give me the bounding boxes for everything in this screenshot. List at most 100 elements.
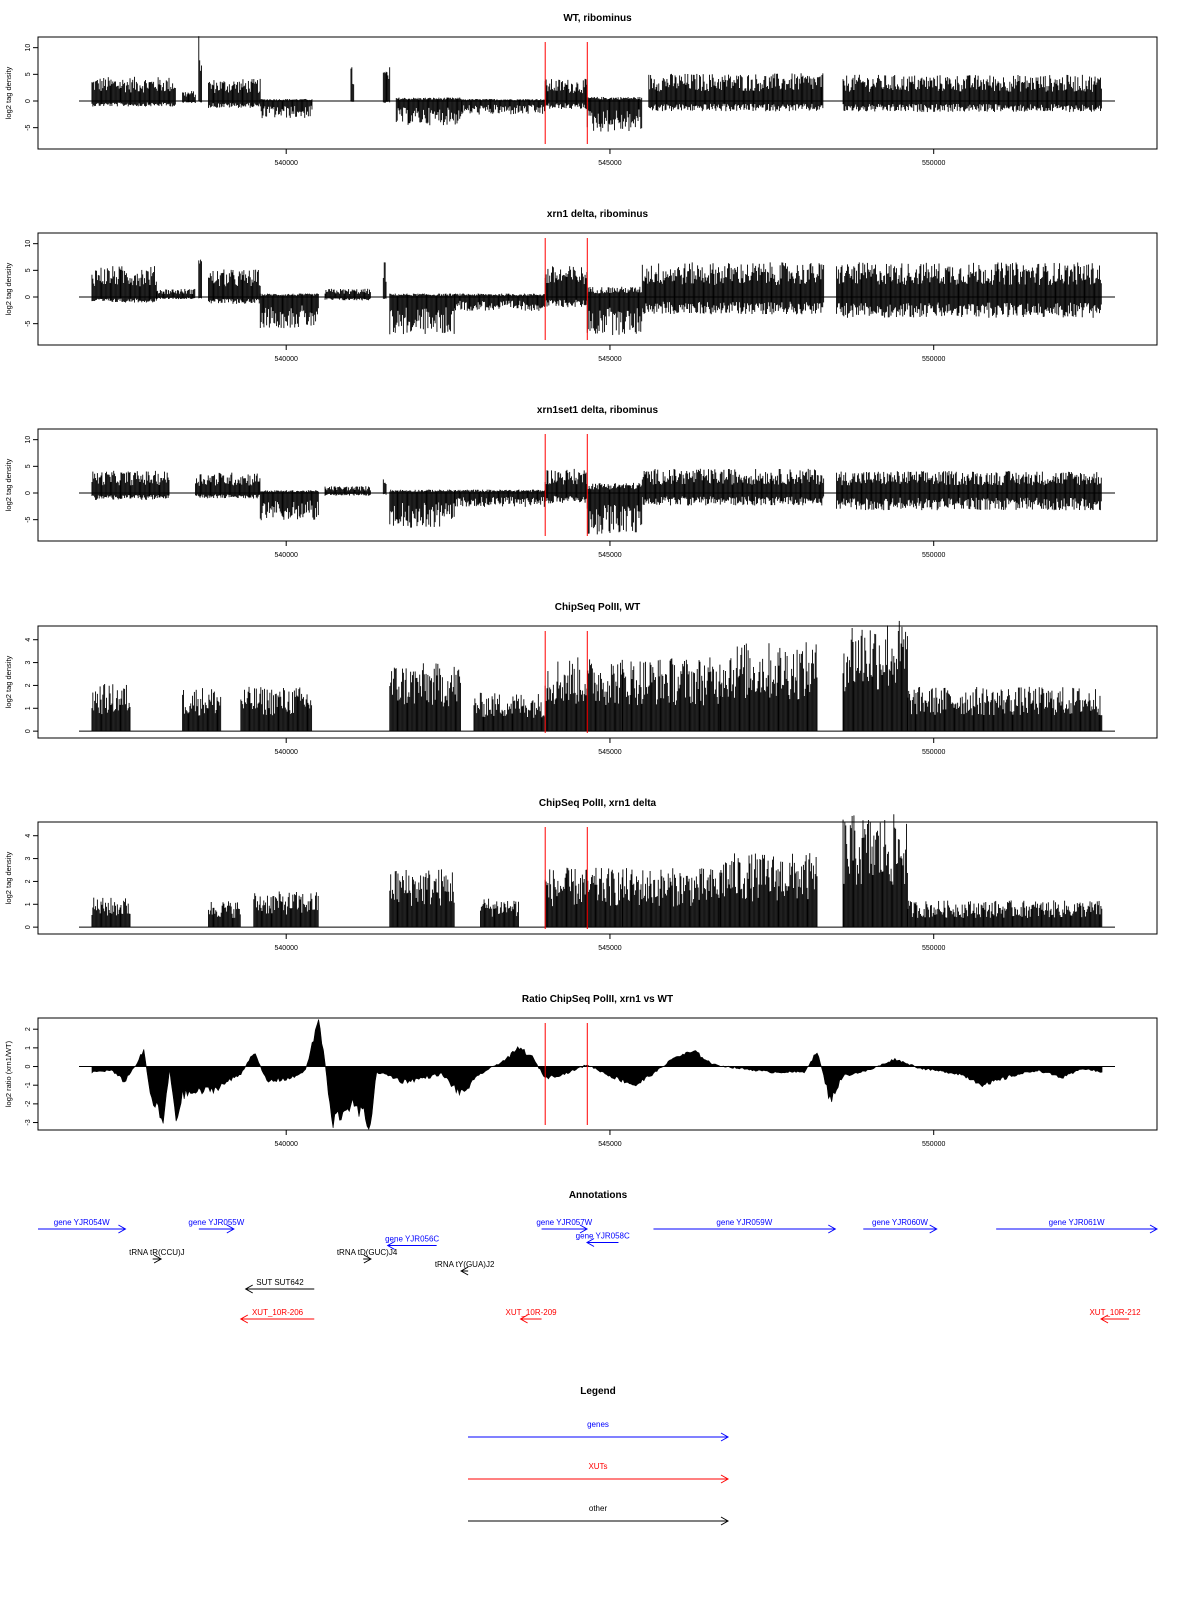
arrow-head-icon bbox=[363, 1254, 372, 1264]
y-tick-label: 0 bbox=[25, 925, 32, 929]
panel-2: xrn1 delta, ribominus log2 tag density -5 0… bbox=[4, 209, 1158, 363]
panel-5: ChipSeq PolII, xrn1 delta log2 tag densit… bbox=[4, 798, 1158, 952]
panel-4: ChipSeq PolII, WT log2 tag density 0 1 2 3 4 54… bbox=[4, 602, 1158, 756]
legend-item: XUTs bbox=[468, 1462, 730, 1484]
feature-gene: gene YJR059W bbox=[653, 1218, 837, 1234]
x-tick-label: 550000 bbox=[922, 160, 945, 167]
plot-frame bbox=[37, 821, 1158, 935]
x-tick-label: 540000 bbox=[275, 1141, 298, 1148]
y-tick-label: 1 bbox=[25, 902, 32, 906]
x-tick-label: 550000 bbox=[922, 552, 945, 559]
y-tick-label: -2 bbox=[25, 1101, 32, 1107]
x-tick-label: 545000 bbox=[598, 749, 621, 756]
feature-xut: XUT_10R-209 bbox=[505, 1308, 557, 1324]
y-tick-label: 0 bbox=[25, 1064, 32, 1068]
feature-label: tRNA tD(GUC)J4 bbox=[337, 1248, 398, 1257]
legend-item: other bbox=[468, 1504, 730, 1526]
arrow-head-icon bbox=[226, 1224, 235, 1234]
panel-1: WT, ribominus log2 tag density -5 0 5 10 54000… bbox=[4, 13, 1158, 167]
arrow-head-icon bbox=[1149, 1224, 1159, 1234]
y-tick-label: 5 bbox=[25, 72, 32, 76]
legend-label: XUTs bbox=[588, 1462, 607, 1471]
feature-gene: gene YJR060W bbox=[863, 1218, 938, 1234]
feature-gene: gene YJR054W bbox=[38, 1218, 127, 1234]
x-tick-label: 550000 bbox=[922, 1141, 945, 1148]
feature-other: tRNA tD(GUC)J4 bbox=[337, 1248, 398, 1264]
y-tick-label: 0 bbox=[25, 729, 32, 733]
panel-title: ChipSeq PolII, xrn1 delta bbox=[539, 798, 657, 809]
data-marks bbox=[79, 36, 1115, 132]
y-axis-label: log2 tag density bbox=[4, 655, 13, 708]
data-marks bbox=[79, 468, 1115, 535]
feature-label: gene YJR057W bbox=[536, 1218, 592, 1227]
plot-frame bbox=[37, 1017, 1158, 1131]
feature-label: gene YJR055W bbox=[188, 1218, 244, 1227]
x-tick-label: 540000 bbox=[275, 749, 298, 756]
panel-6: Ratio ChipSeq PolII, xrn1 vs WT log2 rati… bbox=[4, 994, 1158, 1148]
feature-gene: gene YJR057W bbox=[536, 1218, 593, 1234]
arrow-head-icon bbox=[153, 1254, 163, 1264]
y-axis-label: log2 tag density bbox=[4, 262, 13, 315]
x-tick-label: 550000 bbox=[922, 356, 945, 363]
y-tick-label: 3 bbox=[25, 661, 32, 665]
plot-frame bbox=[37, 625, 1158, 739]
arrow-head-icon bbox=[579, 1224, 589, 1234]
arrow-head-icon bbox=[244, 1284, 253, 1294]
feature-other: tRNA tY(GUA)J2 bbox=[435, 1260, 495, 1276]
feature-label: gene YJR059W bbox=[716, 1218, 772, 1227]
feature-label: gene YJR054W bbox=[54, 1218, 110, 1227]
data-marks bbox=[79, 620, 1115, 732]
y-axis-label: log2 ratio (xrn1/WT) bbox=[4, 1040, 13, 1107]
feature-label: gene YJR056C bbox=[385, 1235, 439, 1244]
feature-gene: gene YJR056C bbox=[385, 1235, 439, 1250]
y-axis-label: log2 tag density bbox=[4, 851, 13, 904]
arrow-head-icon bbox=[519, 1314, 528, 1324]
arrow-head-icon bbox=[720, 1474, 730, 1484]
feature-gene: gene YJR058C bbox=[576, 1232, 630, 1247]
data-marks bbox=[79, 814, 1115, 928]
arrow-head-icon bbox=[720, 1516, 730, 1526]
feature-xut: XUT_10R-212 bbox=[1089, 1308, 1141, 1324]
plot-frame bbox=[37, 428, 1158, 542]
feature-label: gene YJR061W bbox=[1049, 1218, 1105, 1227]
panel-title: Ratio ChipSeq PolII, xrn1 vs WT bbox=[522, 994, 673, 1005]
legend-label: genes bbox=[587, 1420, 609, 1429]
feature-other: SUT SUT642 bbox=[244, 1278, 315, 1294]
y-axis-label: log2 tag density bbox=[4, 458, 13, 511]
y-tick-label: 10 bbox=[25, 44, 32, 52]
arrow-head-icon bbox=[828, 1224, 837, 1234]
y-tick-label: 1 bbox=[25, 1046, 32, 1050]
feature-other: tRNA tR(CCU)J bbox=[129, 1248, 185, 1264]
y-tick-label: -5 bbox=[25, 516, 32, 522]
annotations-track: Annotations gene YJR054W gene YJR055W tRNA … bbox=[38, 1190, 1159, 1324]
feature-gene: gene YJR055W bbox=[188, 1218, 245, 1234]
y-tick-label: 4 bbox=[25, 638, 32, 642]
panel-title: xrn1set1 delta, ribominus bbox=[537, 405, 659, 416]
x-tick-label: 540000 bbox=[275, 945, 298, 952]
y-tick-label: 10 bbox=[25, 436, 32, 444]
arrow-head-icon bbox=[586, 1238, 595, 1247]
y-axis-label: log2 tag density bbox=[4, 66, 13, 119]
arrow-head-icon bbox=[239, 1314, 249, 1324]
x-tick-label: 540000 bbox=[275, 552, 298, 559]
y-tick-label: 2 bbox=[25, 1027, 32, 1031]
arrow-head-icon bbox=[720, 1432, 730, 1442]
legend-label: other bbox=[589, 1504, 608, 1513]
y-tick-label: 0 bbox=[25, 295, 32, 299]
x-tick-label: 545000 bbox=[598, 356, 621, 363]
feature-label: tRNA tR(CCU)J bbox=[129, 1248, 185, 1257]
plot-frame bbox=[37, 232, 1158, 346]
y-tick-label: 4 bbox=[25, 834, 32, 838]
y-tick-label: 5 bbox=[25, 464, 32, 468]
data-marks bbox=[79, 259, 1115, 336]
data-marks bbox=[79, 1019, 1115, 1130]
x-tick-label: 550000 bbox=[922, 945, 945, 952]
arrow-head-icon bbox=[386, 1241, 395, 1250]
feature-label: gene YJR060W bbox=[872, 1218, 928, 1227]
y-tick-label: -5 bbox=[25, 124, 32, 130]
y-tick-label: 1 bbox=[25, 706, 32, 710]
y-tick-label: 5 bbox=[25, 268, 32, 272]
legend: Legend genes XUTs other bbox=[468, 1386, 730, 1526]
panel-title: WT, ribominus bbox=[563, 13, 632, 24]
